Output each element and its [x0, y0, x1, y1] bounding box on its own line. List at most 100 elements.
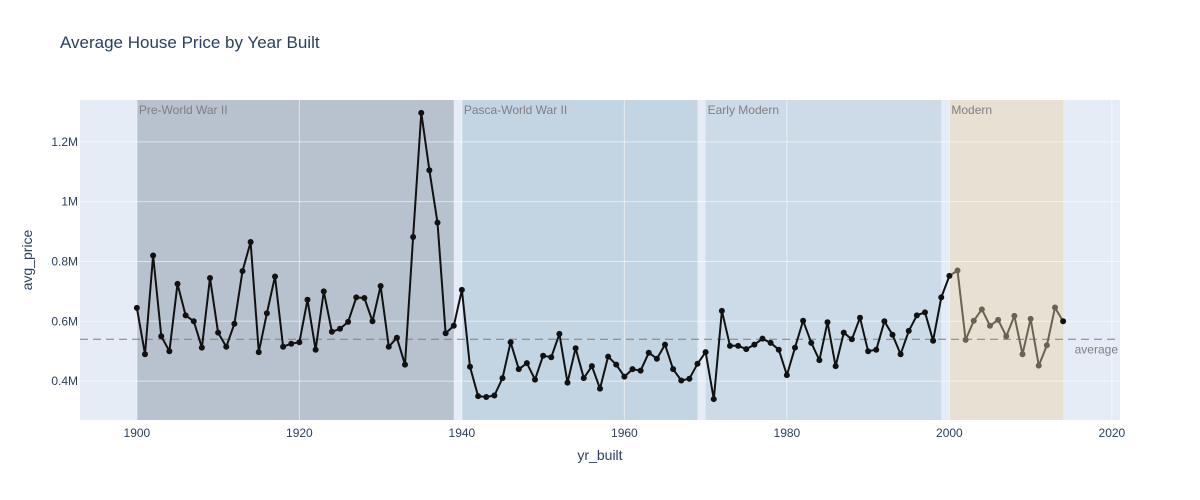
data-point[interactable]	[337, 325, 343, 332]
data-point[interactable]	[873, 346, 880, 353]
data-point[interactable]	[247, 239, 254, 246]
data-point[interactable]	[215, 329, 222, 336]
data-point[interactable]	[702, 349, 709, 356]
data-point[interactable]	[507, 339, 514, 346]
data-point[interactable]	[1027, 315, 1034, 322]
data-point[interactable]	[475, 393, 482, 400]
data-point[interactable]	[824, 319, 831, 326]
data-point[interactable]	[174, 280, 181, 287]
data-point[interactable]	[483, 393, 490, 400]
data-point[interactable]	[1043, 342, 1050, 349]
data-point[interactable]	[280, 343, 287, 350]
data-point[interactable]	[897, 351, 904, 358]
data-point[interactable]	[207, 274, 213, 281]
data-point[interactable]	[645, 349, 652, 356]
data-point[interactable]	[718, 307, 725, 314]
data-point[interactable]	[296, 339, 303, 346]
data-point[interactable]	[426, 167, 433, 174]
data-point[interactable]	[930, 337, 937, 344]
data-point[interactable]	[946, 272, 953, 279]
data-point[interactable]	[686, 375, 693, 382]
data-point[interactable]	[442, 330, 449, 337]
data-point[interactable]	[743, 346, 750, 353]
data-point[interactable]	[328, 328, 335, 335]
data-point[interactable]	[840, 329, 847, 336]
data-point[interactable]	[190, 318, 197, 325]
data-point[interactable]	[540, 352, 547, 359]
data-point[interactable]	[1035, 362, 1042, 369]
data-point[interactable]	[304, 296, 311, 303]
data-point[interactable]	[223, 343, 230, 350]
data-point[interactable]	[556, 330, 563, 337]
data-point[interactable]	[369, 318, 376, 325]
data-point[interactable]	[353, 294, 360, 301]
data-point[interactable]	[881, 318, 888, 325]
data-point[interactable]	[865, 348, 872, 355]
data-point[interactable]	[564, 379, 571, 386]
data-point[interactable]	[320, 288, 327, 295]
data-point[interactable]	[548, 354, 555, 361]
data-point[interactable]	[385, 343, 392, 350]
data-point[interactable]	[288, 340, 295, 347]
data-point[interactable]	[377, 283, 384, 290]
data-point[interactable]	[751, 341, 758, 348]
data-point[interactable]	[913, 312, 920, 319]
data-point[interactable]	[231, 320, 238, 327]
data-point[interactable]	[182, 312, 189, 319]
data-point[interactable]	[418, 109, 425, 116]
data-point[interactable]	[775, 346, 782, 353]
data-point[interactable]	[783, 372, 790, 379]
data-point[interactable]	[938, 294, 945, 301]
data-point[interactable]	[523, 360, 530, 367]
data-point[interactable]	[515, 366, 522, 373]
data-point[interactable]	[597, 385, 603, 392]
data-point[interactable]	[402, 361, 408, 368]
data-point[interactable]	[272, 273, 278, 280]
data-point[interactable]	[361, 294, 368, 301]
data-point[interactable]	[735, 342, 742, 349]
data-point[interactable]	[467, 363, 473, 370]
data-point[interactable]	[629, 366, 636, 373]
data-point[interactable]	[255, 349, 262, 356]
data-point[interactable]	[832, 363, 839, 370]
data-point[interactable]	[491, 392, 498, 399]
data-point[interactable]	[1052, 304, 1058, 311]
data-point[interactable]	[922, 309, 928, 316]
data-point[interactable]	[694, 360, 701, 367]
data-point[interactable]	[1003, 333, 1010, 340]
data-point[interactable]	[263, 310, 270, 317]
data-point[interactable]	[588, 363, 595, 370]
data-point[interactable]	[637, 367, 644, 374]
data-point[interactable]	[580, 375, 587, 382]
data-point[interactable]	[792, 344, 798, 351]
data-point[interactable]	[532, 376, 538, 383]
data-point[interactable]	[848, 336, 855, 343]
data-point[interactable]	[987, 322, 993, 329]
data-point[interactable]	[662, 341, 668, 348]
data-point[interactable]	[954, 267, 961, 274]
data-point[interactable]	[808, 339, 815, 346]
data-point[interactable]	[767, 339, 774, 346]
data-point[interactable]	[198, 344, 205, 351]
data-point[interactable]	[166, 348, 173, 355]
data-point[interactable]	[1011, 312, 1018, 319]
data-point[interactable]	[613, 361, 620, 368]
data-point[interactable]	[710, 396, 717, 403]
data-point[interactable]	[393, 334, 400, 341]
data-point[interactable]	[995, 316, 1002, 323]
data-point[interactable]	[450, 322, 457, 329]
data-point[interactable]	[1019, 351, 1026, 358]
data-point[interactable]	[150, 252, 157, 259]
data-point[interactable]	[800, 317, 807, 324]
data-point[interactable]	[142, 351, 148, 358]
data-point[interactable]	[759, 335, 766, 342]
data-point[interactable]	[653, 355, 660, 362]
data-point[interactable]	[1060, 318, 1067, 325]
data-point[interactable]	[962, 336, 969, 343]
data-point[interactable]	[572, 345, 579, 352]
data-point[interactable]	[158, 333, 165, 340]
data-point[interactable]	[458, 286, 465, 293]
data-point[interactable]	[727, 342, 733, 349]
data-point[interactable]	[312, 346, 319, 353]
data-point[interactable]	[133, 304, 140, 311]
